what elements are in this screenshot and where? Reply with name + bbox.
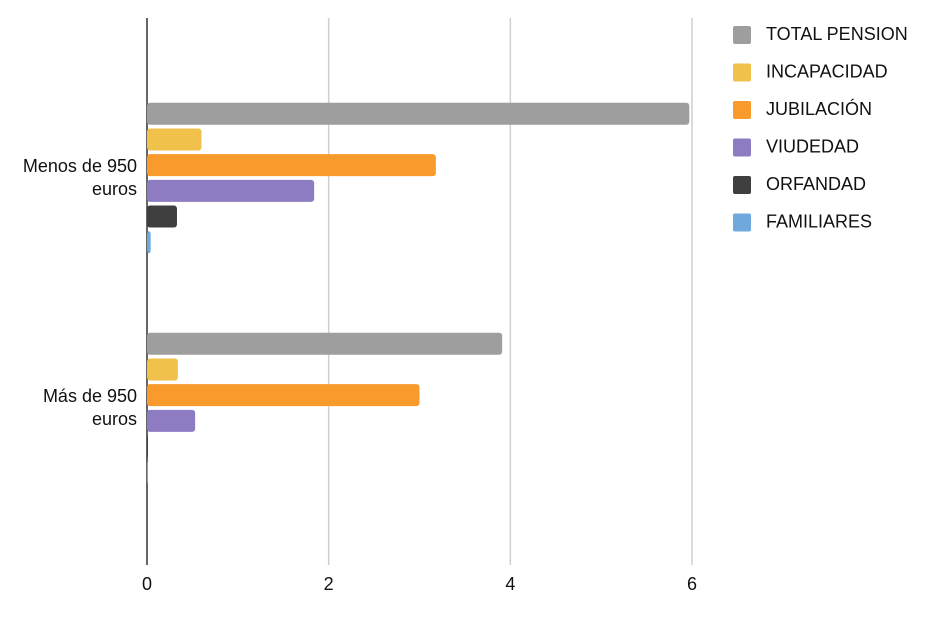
y-tick-label: Más de 950 euros	[42, 386, 137, 429]
bar	[147, 409, 196, 432]
legend-label: ORFANDAD	[766, 174, 866, 194]
bar	[147, 128, 202, 151]
legend-swatch	[733, 138, 751, 157]
bar	[147, 205, 177, 228]
bar	[147, 231, 151, 254]
legend-label: TOTAL PENSION	[766, 24, 908, 44]
bar	[147, 461, 148, 484]
bar	[147, 154, 436, 177]
bar	[147, 384, 420, 407]
legend-swatch	[733, 213, 751, 232]
legend-swatch	[733, 101, 751, 119]
legend-label: JUBILACIÓN	[766, 98, 872, 119]
bar	[147, 102, 690, 125]
bar	[147, 332, 503, 355]
x-tick-label: 6	[687, 574, 697, 594]
legend-label: INCAPACIDAD	[766, 61, 888, 81]
bar	[147, 179, 315, 202]
bar	[147, 435, 148, 458]
legend-swatch	[733, 26, 751, 44]
x-tick-label: 2	[324, 574, 334, 594]
legend-label: FAMILIARES	[766, 211, 872, 231]
legend-swatch	[733, 176, 751, 194]
bar	[147, 358, 178, 381]
y-tick-label: Menos de 950 euros	[22, 156, 137, 199]
x-tick-label: 0	[142, 574, 152, 594]
legend-label: VIUDEDAD	[766, 136, 859, 156]
legend-swatch	[733, 63, 751, 82]
x-tick-label: 4	[505, 574, 515, 594]
